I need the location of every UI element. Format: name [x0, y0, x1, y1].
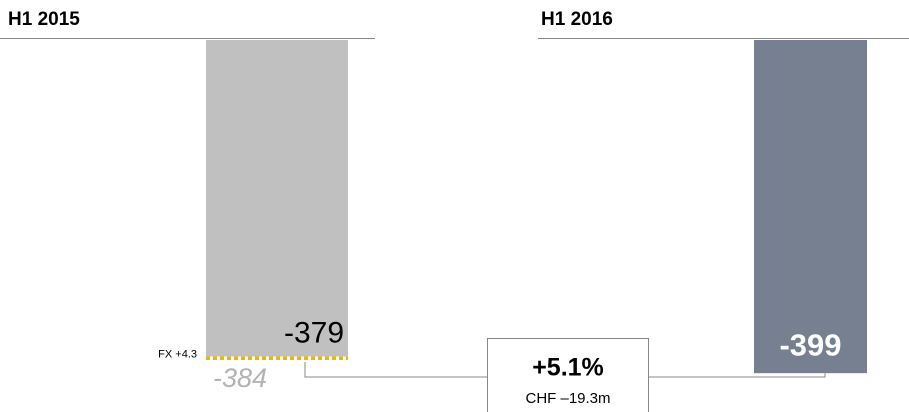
- bar: [754, 40, 867, 374]
- connector: [304, 362, 487, 378]
- fx-label: FX +4.3: [158, 348, 197, 360]
- period-header: H1 2016: [541, 9, 613, 30]
- bar: [206, 40, 348, 357]
- adjusted-value: -384: [213, 363, 267, 393]
- period-header: H1 2015: [8, 9, 80, 30]
- change-percent: +5.1%: [532, 354, 604, 382]
- value-label: -379: [284, 316, 344, 349]
- change-amount: CHF –19.3m: [525, 390, 610, 407]
- change-box: [487, 338, 649, 412]
- connector: [648, 373, 826, 378]
- value-label: -399: [779, 327, 841, 362]
